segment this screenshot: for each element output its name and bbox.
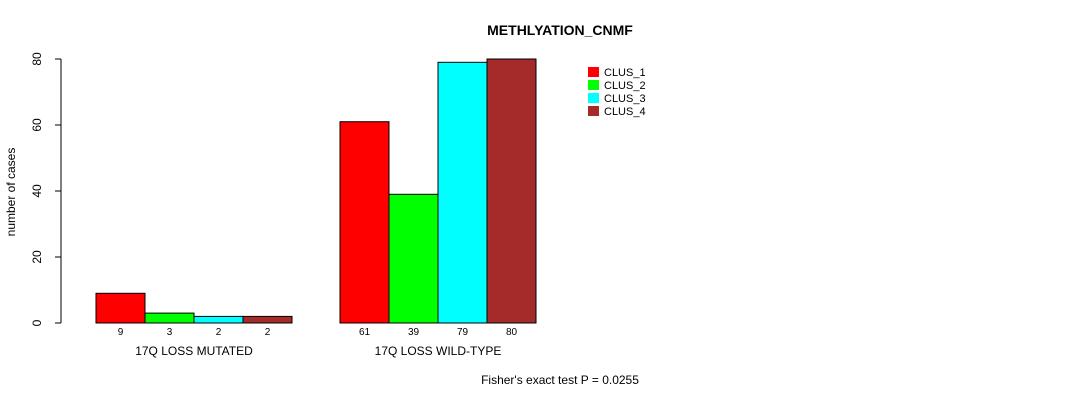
bar-clus-2-group-2 xyxy=(388,193,439,324)
y-axis-label: number of cases xyxy=(4,148,18,237)
bar-value-label: 79 xyxy=(457,327,469,338)
legend-swatch-clus-4 xyxy=(588,106,599,116)
chart-title: METHLYATION_CNMF xyxy=(487,22,633,38)
bar-clus-1-group-2 xyxy=(339,121,390,324)
legend-swatch-clus-1 xyxy=(588,67,599,77)
y-tick-label: 40 xyxy=(30,184,44,198)
bar-value-label: 2 xyxy=(265,327,271,338)
bar-value-label: 39 xyxy=(408,327,420,338)
bar-clus-1-group-1 xyxy=(95,292,146,324)
legend-label: CLUS_1 xyxy=(604,67,646,79)
x-category-label: 17Q LOSS MUTATED xyxy=(135,344,253,358)
legend-label: CLUS_4 xyxy=(604,106,646,118)
bar-value-label: 61 xyxy=(359,327,371,338)
legend-swatch-clus-2 xyxy=(588,80,599,90)
y-tick-label: 20 xyxy=(30,250,44,264)
bar-value-label: 9 xyxy=(118,327,124,338)
x-category-label: 17Q LOSS WILD-TYPE xyxy=(375,344,502,358)
bar-clus-2-group-1 xyxy=(144,312,195,324)
value-labels: 9 3 2 2 61 39 79 80 xyxy=(118,327,518,338)
y-tick-label: 60 xyxy=(30,118,44,132)
y-axis: 0 20 40 60 80 xyxy=(30,52,62,326)
bar-clus-3-group-1 xyxy=(193,315,244,324)
fisher-test-footnote: Fisher's exact test P = 0.0255 xyxy=(481,373,639,387)
y-tick-label: 0 xyxy=(30,319,44,326)
legend-label: CLUS_3 xyxy=(604,93,646,105)
legend-label: CLUS_2 xyxy=(604,80,646,92)
bar-value-label: 3 xyxy=(167,327,173,338)
bar-value-label: 2 xyxy=(216,327,222,338)
bar-clus-3-group-2 xyxy=(437,61,488,324)
legend-swatch-clus-3 xyxy=(588,93,599,103)
bar-value-label: 80 xyxy=(506,327,518,338)
bar-clus-4-group-1 xyxy=(242,315,293,324)
group-labels: 17Q LOSS MUTATED 17Q LOSS WILD-TYPE xyxy=(135,344,501,358)
y-tick-label: 80 xyxy=(30,52,44,66)
bars xyxy=(95,58,537,324)
bar-clus-4-group-2 xyxy=(486,58,537,324)
